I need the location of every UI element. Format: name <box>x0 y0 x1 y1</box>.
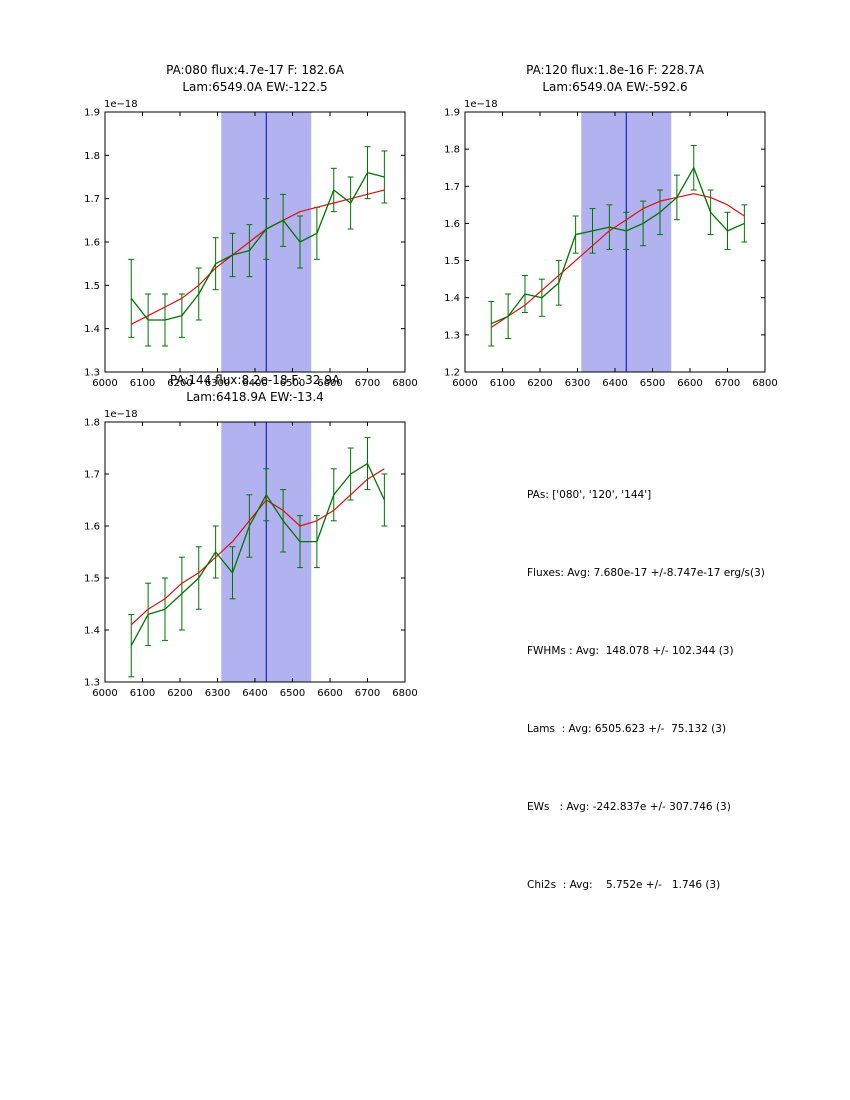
stats-line-ews: EWs : Avg: -242.837e +/- 307.746 (3) <box>527 801 731 813</box>
y-tick-label: 1.9 <box>84 108 100 119</box>
y-tick-label: 1.6 <box>444 219 460 230</box>
x-tick-label: 6200 <box>167 688 192 699</box>
y-tick-label: 1.5 <box>84 574 100 585</box>
stats-line-fluxes: Fluxes: Avg: 7.680e-17 +/-8.747e-17 erg/… <box>527 567 765 579</box>
spectrum-plot-svg: 6000 6100 6200 6300 6400 6500 6600 6700 6800 1.3 1… <box>84 99 418 389</box>
subplot-plot-area: 6000 6100 6200 6300 6400 6500 6600 6700 6800 1.3 1… <box>65 406 423 706</box>
y-tick-label: 1.4 <box>84 626 100 637</box>
x-tick-label: 6500 <box>280 378 305 389</box>
stats-line-fwhms: FWHMs : Avg: 148.078 +/- 102.344 (3) <box>527 645 734 657</box>
y-tick-label: 1.7 <box>444 182 460 193</box>
stats-panel: PAs: ['080', '120', '144'] Fluxes: Avg: … <box>527 430 765 950</box>
x-tick-label: 6400 <box>242 378 267 389</box>
x-tick-label: 6600 <box>677 378 702 389</box>
x-tick-label: 6700 <box>355 378 380 389</box>
stats-line-chi2s: Chi2s : Avg: 5.752e +/- 1.746 (3) <box>527 879 721 891</box>
x-tick-label: 6800 <box>752 378 777 389</box>
x-tick-label: 6000 <box>92 688 117 699</box>
spectrum-data-line <box>130 462 385 646</box>
y-tick-label: 1.3 <box>444 330 460 341</box>
subplot-title-line1: PA:080 flux:4.7e-17 F: 182.6A <box>166 63 344 77</box>
y-tick-label: 1.2 <box>444 368 460 379</box>
y-tick-label: 1.8 <box>444 145 460 156</box>
y-tick-label: 1.6 <box>84 238 100 249</box>
y-tick-label: 1.5 <box>444 256 460 267</box>
x-tick-label: 6500 <box>280 688 305 699</box>
x-tick-label: 6300 <box>205 688 230 699</box>
x-tick-label: 6000 <box>92 378 117 389</box>
subplot-title-line2: Lam:6549.0A EW:-122.5 <box>182 80 328 94</box>
x-tick-label: 6000 <box>452 378 477 389</box>
x-tick-label: 6300 <box>205 378 230 389</box>
subplot-pa080: PA:080 flux:4.7e-17 F: 182.6A Lam:6549.0… <box>65 62 423 396</box>
x-tick-label: 6100 <box>490 378 515 389</box>
subplot-pa120: PA:120 flux:1.8e-16 F: 228.7A Lam:6549.0… <box>425 62 783 396</box>
y-axis-offset-label: 1e−18 <box>104 99 138 110</box>
x-tick-label: 6100 <box>130 688 155 699</box>
y-tick-label: 1.8 <box>84 418 100 429</box>
x-tick-label: 6600 <box>317 688 342 699</box>
y-axis-offset-label: 1e−18 <box>464 99 498 110</box>
x-tick-label: 6800 <box>392 378 417 389</box>
y-tick-label: 1.7 <box>84 194 100 205</box>
model-fit-line <box>130 189 385 325</box>
x-tick-label: 6200 <box>167 378 192 389</box>
x-tick-label: 6700 <box>355 688 380 699</box>
spectrum-plot-svg: 6000 6100 6200 6300 6400 6500 6600 6700 6800 1.2 1… <box>444 99 778 389</box>
x-tick-label: 6600 <box>317 378 342 389</box>
subplot-title-line2: Lam:6549.0A EW:-592.6 <box>542 80 688 94</box>
subplot-pa144: PA:144 flux:8.2e-18 F: 32.9A Lam:6418.9A… <box>65 372 423 706</box>
x-tick-label: 6800 <box>392 688 417 699</box>
spectrum-plot-svg: 6000 6100 6200 6300 6400 6500 6600 6700 6800 1.3 1… <box>84 409 418 699</box>
x-tick-label: 6400 <box>242 688 267 699</box>
x-tick-label: 6500 <box>640 378 665 389</box>
stats-line-pas: PAs: ['080', '120', '144'] <box>527 489 652 501</box>
y-tick-label: 1.9 <box>444 108 460 119</box>
subplot-title-line2: Lam:6418.9A EW:-13.4 <box>186 390 324 404</box>
y-tick-label: 1.8 <box>84 151 100 162</box>
y-tick-label: 1.7 <box>84 470 100 481</box>
y-axis-offset-label: 1e−18 <box>104 409 138 420</box>
x-tick-label: 6400 <box>602 378 627 389</box>
subplot-plot-area: 6000 6100 6200 6300 6400 6500 6600 6700 6800 1.2 1… <box>425 96 783 396</box>
spectrum-data-line <box>490 167 745 325</box>
y-tick-label: 1.3 <box>84 368 100 379</box>
y-tick-label: 1.6 <box>84 522 100 533</box>
stats-line-lams: Lams : Avg: 6505.623 +/- 75.132 (3) <box>527 723 727 735</box>
subplot-plot-area: 6000 6100 6200 6300 6400 6500 6600 6700 6800 1.3 1… <box>65 96 423 396</box>
x-tick-label: 6700 <box>715 378 740 389</box>
x-tick-label: 6300 <box>565 378 590 389</box>
y-tick-label: 1.4 <box>444 293 460 304</box>
y-tick-label: 1.5 <box>84 281 100 292</box>
spectrum-data-line <box>130 172 385 321</box>
model-fit-line <box>490 193 745 328</box>
x-tick-label: 6100 <box>130 378 155 389</box>
subplot-title-line1: PA:144 flux:8.2e-18 F: 32.9A <box>169 373 341 387</box>
x-tick-label: 6200 <box>527 378 552 389</box>
y-tick-label: 1.3 <box>84 678 100 689</box>
y-tick-label: 1.4 <box>84 324 100 335</box>
subplot-title-line1: PA:120 flux:1.8e-16 F: 228.7A <box>526 63 704 77</box>
